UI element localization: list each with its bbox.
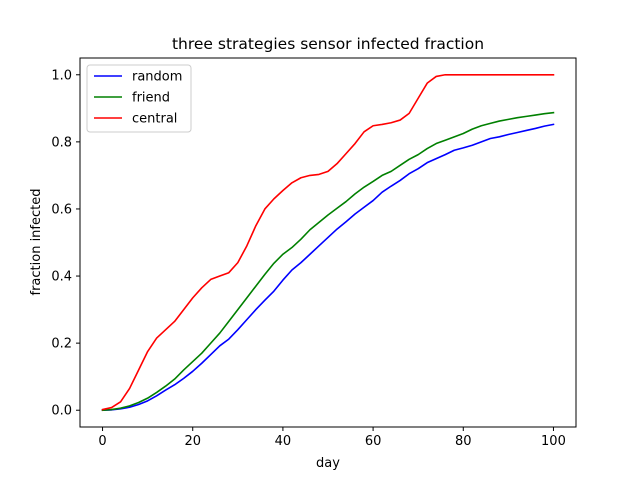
- x-tick-label: 40: [275, 434, 292, 449]
- series-line-0: [101, 123, 555, 412]
- chart-title: three strategies sensor infected fractio…: [172, 35, 484, 53]
- y-tick-label: 0.0: [51, 404, 72, 419]
- x-tick-label: 60: [365, 434, 382, 449]
- y-tick-label: 1.0: [51, 68, 72, 83]
- y-tick-label: 0.6: [51, 202, 72, 217]
- plot-frame: [79, 57, 577, 428]
- y-axis: 0.0 0.2 0.4 0.6 0.8 1.0: [51, 68, 80, 419]
- y-tick-label: 0.8: [51, 135, 72, 150]
- series-layer: [101, 73, 555, 412]
- legend-box: [86, 64, 192, 133]
- series-line-1: [101, 111, 555, 412]
- legend-items: random friend central: [94, 70, 182, 127]
- x-axis: 0 20 40 60 80 100: [98, 427, 566, 449]
- legend-label-0: random: [132, 70, 182, 85]
- legend: random friend central: [86, 64, 192, 133]
- x-tick-label: 80: [455, 434, 472, 449]
- plot-area: [79, 57, 577, 428]
- x-tick-label: 100: [541, 434, 566, 449]
- y-axis-label: fraction infected: [29, 189, 44, 296]
- x-tick-label: 20: [184, 434, 201, 449]
- y-tick-label: 0.4: [51, 270, 72, 285]
- legend-label-2: central: [132, 112, 177, 127]
- legend-label-1: friend: [132, 91, 170, 106]
- y-tick-label: 0.2: [51, 337, 72, 352]
- x-tick-label: 0: [98, 434, 106, 449]
- x-axis-label: day: [316, 456, 340, 471]
- series-line-2: [101, 73, 555, 411]
